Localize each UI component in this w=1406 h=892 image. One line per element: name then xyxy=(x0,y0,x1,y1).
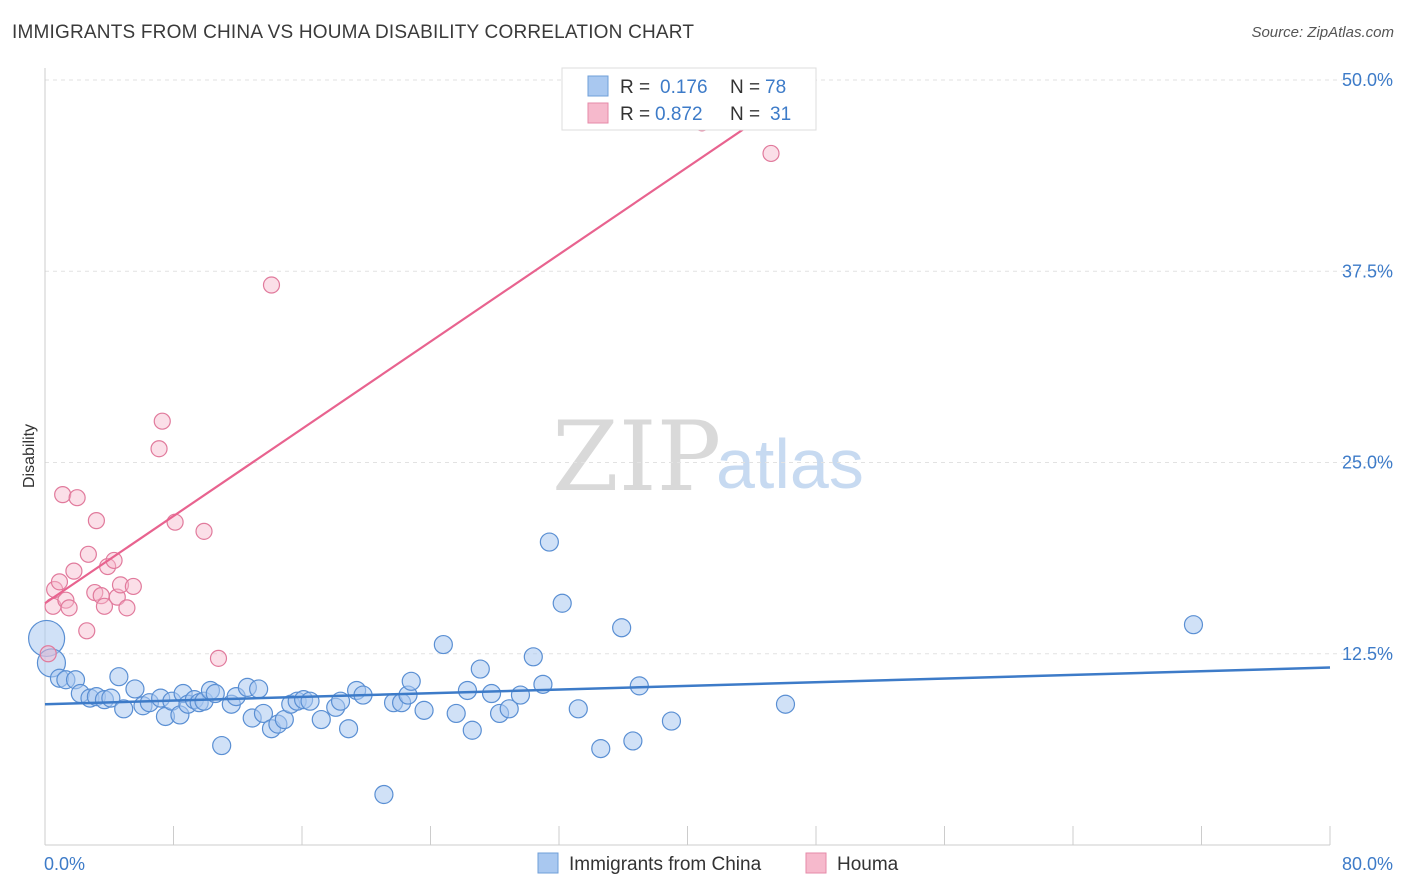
series-legend-label-houma: Houma xyxy=(837,854,899,875)
china-point xyxy=(510,685,531,705)
grid-lines xyxy=(45,79,1392,655)
y-tick-label: 50.0% xyxy=(1342,70,1393,90)
y-axis-label: Disability xyxy=(21,424,38,488)
china-point xyxy=(212,735,232,756)
china-point xyxy=(253,703,274,724)
houma-point xyxy=(105,551,123,570)
china-point xyxy=(414,700,434,720)
houma-point xyxy=(762,144,780,163)
stats-legend: R = 0.176 N = 78 R = 0.872 N = 31 xyxy=(561,67,817,131)
houma-point xyxy=(50,573,69,591)
china-point xyxy=(1183,615,1204,635)
china-point xyxy=(552,593,572,613)
china-point xyxy=(623,731,643,751)
legend-swatch-pink xyxy=(587,102,609,124)
china-point xyxy=(401,671,421,691)
china-point xyxy=(481,683,502,704)
houma-point xyxy=(124,577,142,596)
legend-n-label-2: N = xyxy=(730,104,760,125)
houma-point xyxy=(262,276,281,294)
houma-point xyxy=(39,645,57,663)
houma-point xyxy=(150,440,168,458)
watermark-atlas: atlas xyxy=(716,425,864,503)
houma-point xyxy=(87,512,106,530)
y-tick-label: 37.5% xyxy=(1342,261,1393,281)
china-point xyxy=(612,618,632,638)
china-point xyxy=(523,647,543,667)
legend-swatch-blue xyxy=(587,75,609,97)
trend-lines xyxy=(44,79,1331,706)
series-legend-label-china: Immigrants from China xyxy=(569,854,762,875)
legend-r-value-1: 0.176 xyxy=(660,77,708,98)
houma-point xyxy=(153,412,171,430)
houma-point xyxy=(60,599,78,617)
china-point xyxy=(311,709,331,730)
china-point xyxy=(114,699,134,719)
china-point xyxy=(591,739,611,759)
china-point xyxy=(109,667,129,687)
china-point xyxy=(433,634,453,655)
china-point xyxy=(462,720,482,740)
china-point xyxy=(539,532,559,552)
houma-point xyxy=(78,622,96,640)
legend-n-value-1: 78 xyxy=(765,77,786,98)
legend-r-label-1: R = xyxy=(620,77,650,98)
china-point xyxy=(446,703,466,724)
china-point xyxy=(249,679,269,699)
houma-point xyxy=(166,513,184,531)
houma-point xyxy=(65,562,83,580)
y-tick-label: 12.5% xyxy=(1342,644,1393,664)
houma-point xyxy=(111,576,130,594)
houma-point xyxy=(95,597,114,615)
series-legend-swatch-china xyxy=(537,852,559,874)
china-trend-line xyxy=(44,666,1331,706)
series-legend: Immigrants from China Houma xyxy=(537,852,899,875)
chart-title: IMMIGRANTS FROM CHINA VS HOUMA DISABILIT… xyxy=(12,22,695,43)
axes xyxy=(44,68,1331,846)
y-tick-label: 25.0% xyxy=(1342,453,1393,473)
legend-r-label-2: R = xyxy=(620,104,650,125)
watermark-zip: ZIP xyxy=(552,401,721,513)
houma-point xyxy=(79,545,97,563)
legend-r-value-2: 0.872 xyxy=(655,104,703,125)
china-point xyxy=(338,719,359,739)
china-point xyxy=(499,699,519,719)
houma-point xyxy=(209,649,228,667)
series-houma xyxy=(39,114,780,667)
china-point xyxy=(568,699,588,719)
legend-n-label-1: N = xyxy=(730,77,760,98)
series-legend-swatch-houma xyxy=(805,852,827,874)
china-point xyxy=(125,679,145,699)
houma-point xyxy=(54,486,72,504)
houma-point xyxy=(68,489,86,507)
x-tick-label-min: 0.0% xyxy=(44,854,85,874)
x-tick-label-max: 80.0% xyxy=(1342,854,1393,874)
chart-source: Source: ZipAtlas.com xyxy=(1251,24,1394,41)
china-point xyxy=(775,694,796,714)
china-point xyxy=(661,711,682,731)
series-immigrants-from-china xyxy=(28,532,1204,805)
china-point xyxy=(374,784,394,805)
tick-labels: 12.5% 25.0% 37.5% 50.0% 0.0% 80.0% xyxy=(44,70,1393,874)
china-point xyxy=(300,691,320,711)
houma-point xyxy=(195,522,213,540)
china-point xyxy=(470,659,490,679)
houma-trend-line xyxy=(44,79,817,605)
houma-point xyxy=(118,599,136,617)
china-point xyxy=(457,680,478,701)
legend-n-value-2: 31 xyxy=(770,104,791,125)
